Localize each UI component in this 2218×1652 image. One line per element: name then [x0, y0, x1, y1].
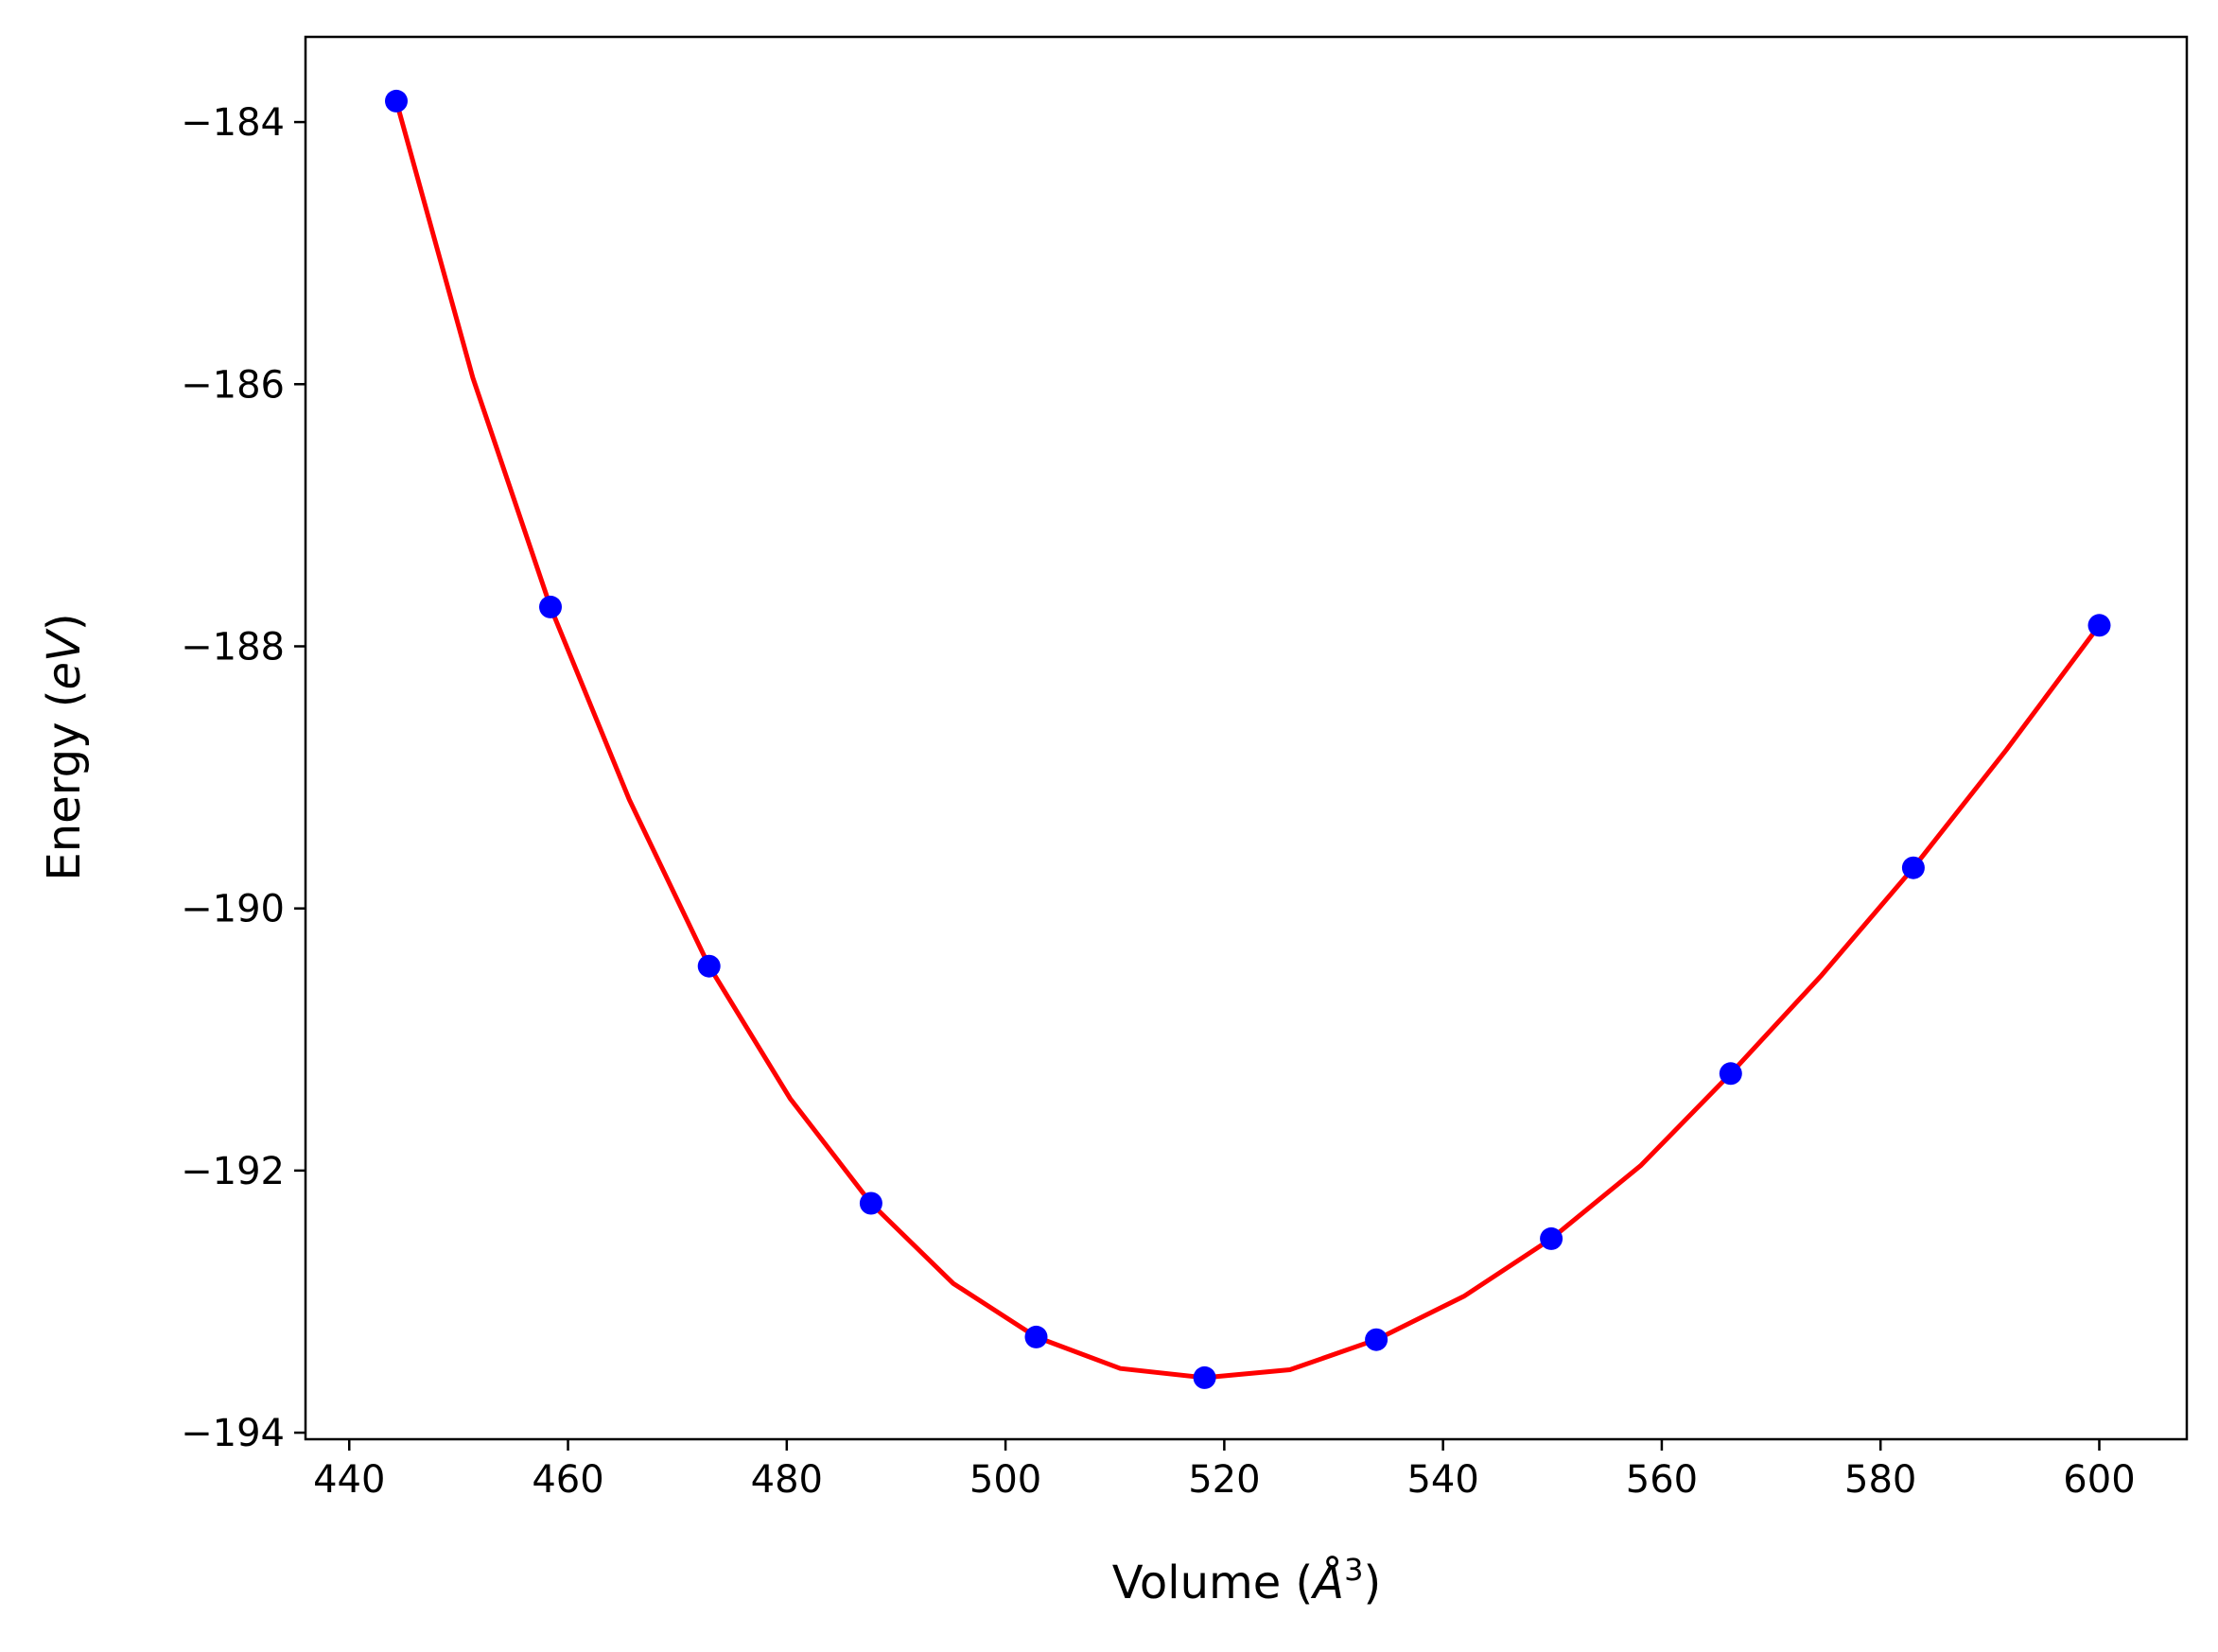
x-tick-label: 460 [532, 1458, 603, 1502]
data-point [2087, 614, 2111, 637]
data-point [859, 1191, 882, 1215]
y-tick-label: −190 [181, 888, 285, 931]
y-tick-label: −194 [181, 1412, 285, 1455]
data-point [1365, 1328, 1388, 1351]
y-tick-label: −192 [181, 1150, 285, 1193]
axes-frame [304, 35, 2189, 1441]
y-axis-title: Energy (eV) [38, 613, 91, 880]
x-tick-label: 600 [2063, 1458, 2135, 1502]
y-tick-label: −188 [181, 625, 285, 669]
x-tick-label: 500 [969, 1458, 1041, 1502]
x-tick-label: 580 [1844, 1458, 1916, 1502]
x-tick-label: 540 [1406, 1458, 1478, 1502]
x-tick-label: 520 [1188, 1458, 1260, 1502]
x-axis-title: Volume (Å3) [1112, 1552, 1381, 1609]
data-point [1193, 1365, 1216, 1389]
x-tick-label: 560 [1626, 1458, 1698, 1502]
data-point [1540, 1226, 1563, 1250]
axes: 440 460 480 500 520 540 560 580 600 −184 −186 −188 −… [181, 35, 2189, 1502]
data-point [697, 954, 721, 978]
y-tick-label: −184 [181, 101, 285, 145]
data-point [1719, 1062, 1742, 1086]
data-point [1024, 1325, 1048, 1348]
data-point [385, 89, 408, 113]
data-point [1901, 856, 1925, 879]
data-point [539, 595, 562, 618]
x-tick-label: 440 [313, 1458, 385, 1502]
plot-area [385, 89, 2111, 1389]
x-tick-label: 480 [751, 1458, 823, 1502]
y-tick-label: −186 [181, 363, 285, 407]
